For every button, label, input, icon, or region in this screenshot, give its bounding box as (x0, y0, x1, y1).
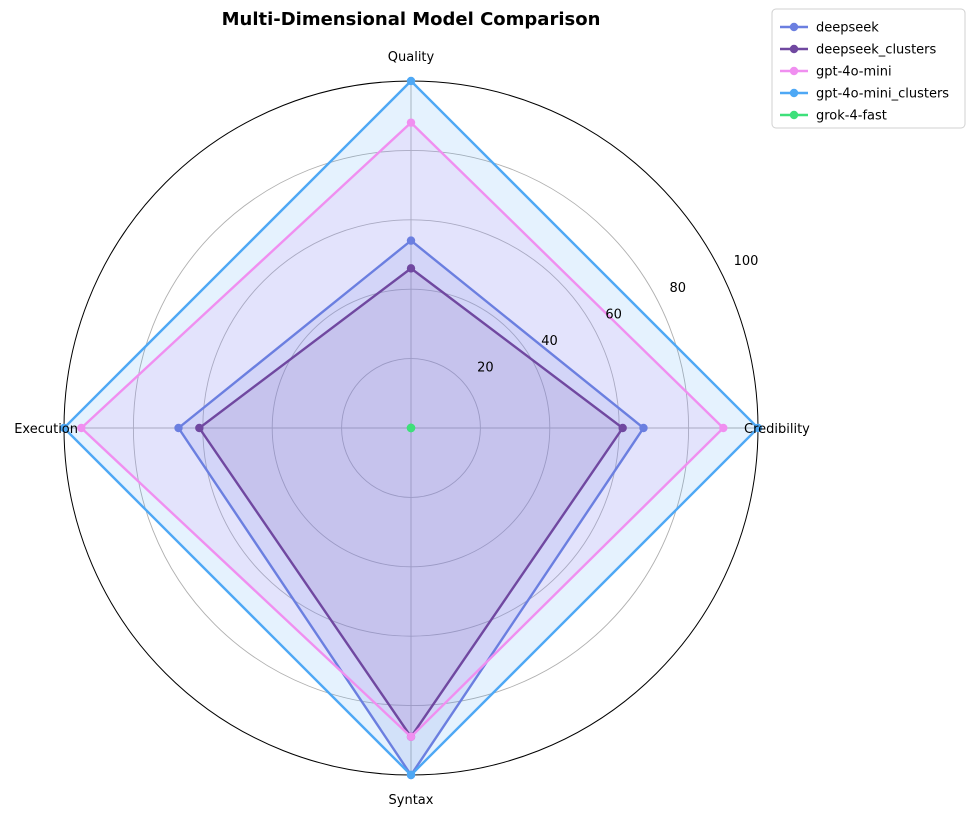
data-point-deepseek_clusters (195, 423, 204, 433)
radial-tick-label: 20 (477, 360, 494, 375)
data-point-gpt-4o-mini_clusters (406, 770, 416, 780)
series-fill-gpt-4o-mini (81, 122, 724, 737)
data-point-grok-4-fast (406, 423, 416, 433)
radial-tick-labels: 20 40 60 80 100 (477, 254, 758, 375)
legend-label: gpt-4o-mini (816, 65, 892, 80)
legend-label: deepseek (816, 21, 879, 36)
axis-label-credibility: Credibility (744, 422, 810, 437)
legend-swatch-marker (789, 44, 799, 54)
radial-tick-label: 40 (541, 334, 558, 349)
data-point-deepseek (406, 236, 416, 245)
axis-labels: Quality Credibility Syntax Execution (14, 50, 810, 808)
legend-label: gpt-4o-mini_clusters (816, 87, 949, 102)
legend-box (771, 8, 966, 129)
data-point-deepseek_clusters (406, 264, 416, 273)
series-fill-deepseek_clusters (199, 268, 623, 737)
axis-label-execution: Execution (14, 422, 78, 437)
radial-tick-label: 100 (734, 254, 759, 269)
legend-label: grok-4-fast (816, 109, 887, 124)
radial-tick-label: 80 (669, 281, 686, 296)
legend-swatch-marker (789, 110, 799, 120)
series-fill-deepseek (178, 240, 644, 775)
data-point-deepseek_clusters (618, 423, 627, 433)
axis-label-syntax: Syntax (389, 793, 434, 808)
data-point-gpt-4o-mini (719, 423, 728, 433)
data-point-deepseek (639, 423, 648, 433)
data-point-gpt-4o-mini (406, 732, 416, 742)
data-point-gpt-4o-mini (77, 423, 86, 433)
data-point-gpt-4o-mini_clusters (406, 76, 416, 86)
data-point-gpt-4o-mini (406, 118, 416, 127)
axis-label-quality: Quality (388, 50, 435, 65)
legend-label: deepseek_clusters (816, 43, 937, 58)
legend-swatch-marker (789, 22, 799, 32)
data-point-gpt-4o-mini_clusters (753, 423, 763, 433)
data-point-gpt-4o-mini_clusters (59, 423, 69, 433)
data-point-deepseek (174, 423, 183, 433)
radial-tick-label: 60 (605, 307, 622, 322)
chart-title: Multi-Dimensional Model Comparison (222, 9, 601, 30)
legend-swatch-marker (789, 66, 799, 76)
legend-swatch-marker (789, 88, 799, 98)
legend: deepseek deepseek_clusters gpt-4o-mini gpt-… (771, 8, 966, 129)
series-layer (59, 76, 763, 780)
